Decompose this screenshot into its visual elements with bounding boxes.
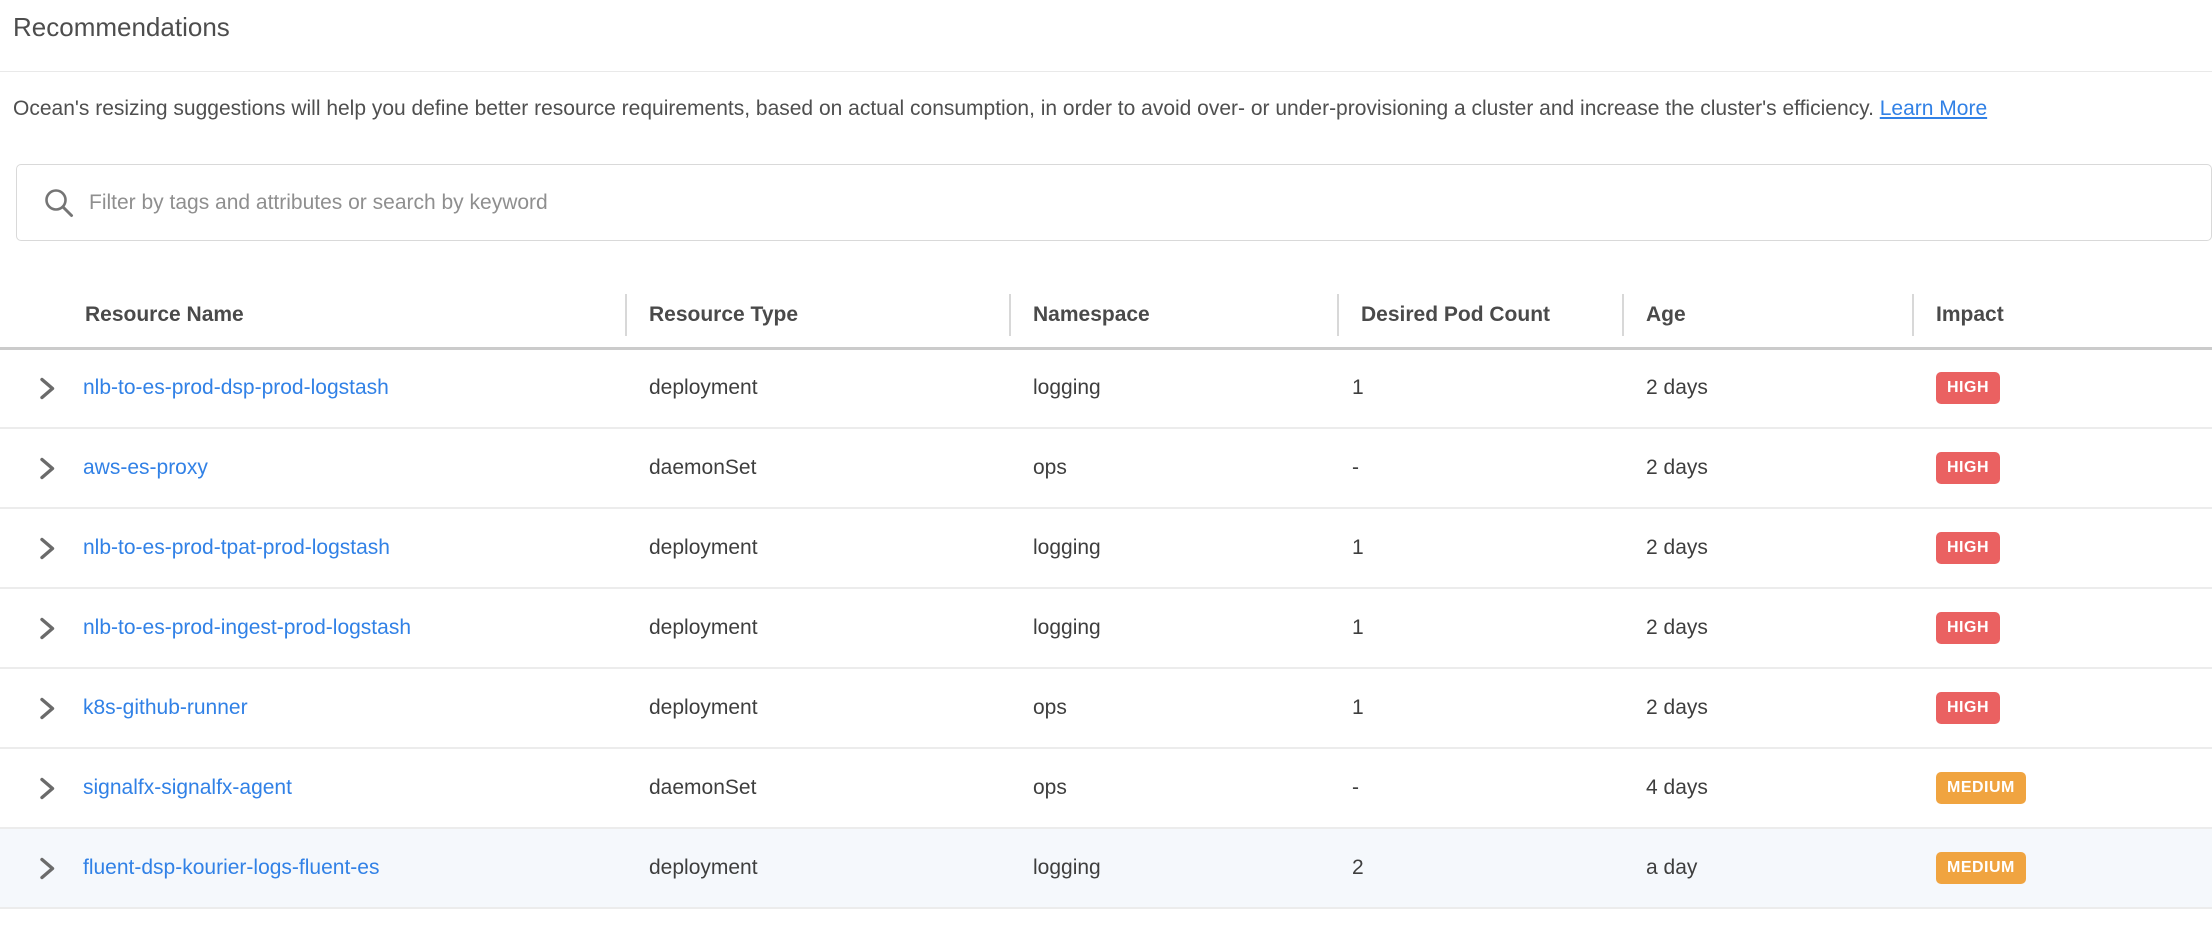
resource-name-link[interactable]: nlb-to-es-prod-dsp-prod-logstash — [83, 376, 389, 400]
desired-pod-count-cell: - — [1352, 456, 1359, 479]
resource-name-link[interactable]: k8s-github-runner — [83, 696, 248, 719]
desired-pod-count-cell: 2 — [1352, 856, 1364, 879]
table-row[interactable]: nlb-to-es-prod-dsp-prod-logstash deploym… — [0, 348, 2212, 428]
resource-type-cell: deployment — [649, 376, 758, 400]
table-row[interactable]: k8s-github-runner deployment ops 1 2 day… — [0, 668, 2212, 748]
title-divider — [0, 71, 2212, 72]
column-header-age: Age — [1622, 283, 1912, 348]
namespace-cell: ops — [1033, 696, 1067, 719]
resource-name-link[interactable]: fluent-dsp-kourier-logs-fluent-es — [83, 856, 380, 879]
namespace-cell: logging — [1033, 376, 1101, 400]
impact-cell: HIGH — [1912, 508, 2212, 588]
chevron-right-icon[interactable] — [39, 537, 56, 560]
chevron-right-icon[interactable] — [39, 457, 56, 480]
chevron-right-icon[interactable] — [39, 617, 56, 640]
search-icon — [45, 188, 73, 217]
namespace-cell: ops — [1033, 776, 1067, 799]
impact-cell: HIGH — [1912, 348, 2212, 428]
namespace-cell: ops — [1033, 456, 1067, 479]
column-header-namespace: Namespace — [1009, 283, 1337, 348]
impact-badge: HIGH — [1936, 452, 2000, 484]
column-header-resource-name: Resource Name — [85, 302, 244, 326]
table-row[interactable]: aws-es-proxy daemonSet ops - 2 days HIGH — [0, 428, 2212, 508]
age-cell: 2 days — [1646, 376, 1708, 400]
recommendations-table-body: nlb-to-es-prod-dsp-prod-logstash deploym… — [0, 348, 2212, 908]
table-row[interactable]: nlb-to-es-prod-tpat-prod-logstash deploy… — [0, 508, 2212, 588]
impact-badge: MEDIUM — [1936, 772, 2026, 804]
page-description: Ocean's resizing suggestions will help y… — [13, 91, 2199, 126]
resource-name-link[interactable]: nlb-to-es-prod-ingest-prod-logstash — [83, 616, 411, 639]
desired-pod-count-cell: 1 — [1352, 536, 1364, 559]
namespace-cell: logging — [1033, 616, 1101, 639]
impact-badge: HIGH — [1936, 692, 2000, 724]
column-header-desired-pod-count: Desired Pod Count — [1337, 283, 1622, 348]
table-header-row: Resource Name Resource Type Namespace De… — [0, 283, 2212, 348]
namespace-cell: logging — [1033, 536, 1101, 559]
resource-name-link[interactable]: aws-es-proxy — [83, 456, 208, 479]
impact-cell: MEDIUM — [1912, 748, 2212, 828]
resource-type-cell: deployment — [649, 856, 758, 879]
age-cell: a day — [1646, 856, 1698, 879]
impact-cell: HIGH — [1912, 668, 2212, 748]
impact-badge: HIGH — [1936, 532, 2000, 564]
description-text: Ocean's resizing suggestions will help y… — [13, 97, 1874, 120]
age-cell: 2 days — [1646, 456, 1708, 479]
chevron-right-icon[interactable] — [39, 377, 56, 400]
chevron-right-icon[interactable] — [39, 697, 56, 720]
column-header-resource-type: Resource Type — [625, 283, 1009, 348]
chevron-right-icon[interactable] — [39, 777, 56, 800]
table-row[interactable]: nlb-to-es-prod-ingest-prod-logstash depl… — [0, 588, 2212, 668]
resource-type-cell: deployment — [649, 536, 758, 559]
filter-search-box — [16, 164, 2212, 241]
resource-type-cell: daemonSet — [649, 456, 757, 479]
age-cell: 2 days — [1646, 536, 1708, 559]
impact-badge: HIGH — [1936, 612, 2000, 644]
impact-cell: HIGH — [1912, 588, 2212, 668]
table-row[interactable]: fluent-dsp-kourier-logs-fluent-es deploy… — [0, 828, 2212, 908]
resource-name-link[interactable]: nlb-to-es-prod-tpat-prod-logstash — [83, 536, 390, 559]
page-title: Recommendations — [13, 12, 230, 42]
resource-type-cell: deployment — [649, 616, 758, 639]
search-input[interactable] — [89, 172, 2211, 233]
impact-cell: MEDIUM — [1912, 828, 2212, 908]
resource-name-link[interactable]: signalfx-signalfx-agent — [83, 776, 292, 799]
column-header-impact: Impact — [1912, 283, 2212, 348]
age-cell: 2 days — [1646, 616, 1708, 639]
table-row[interactable]: signalfx-signalfx-agent daemonSet ops - … — [0, 748, 2212, 828]
namespace-cell: logging — [1033, 856, 1101, 879]
resource-type-cell: daemonSet — [649, 776, 757, 799]
learn-more-link[interactable]: Learn More — [1879, 97, 1988, 120]
chevron-right-icon[interactable] — [39, 857, 56, 880]
age-cell: 4 days — [1646, 776, 1708, 799]
impact-badge: MEDIUM — [1936, 852, 2026, 884]
desired-pod-count-cell: 1 — [1352, 616, 1364, 639]
impact-badge: HIGH — [1936, 372, 2000, 405]
desired-pod-count-cell: 1 — [1352, 376, 1364, 400]
recommendations-table: Resource Name Resource Type Namespace De… — [0, 283, 2212, 909]
age-cell: 2 days — [1646, 696, 1708, 719]
desired-pod-count-cell: 1 — [1352, 696, 1364, 719]
resource-type-cell: deployment — [649, 696, 758, 719]
impact-cell: HIGH — [1912, 428, 2212, 508]
desired-pod-count-cell: - — [1352, 776, 1359, 799]
